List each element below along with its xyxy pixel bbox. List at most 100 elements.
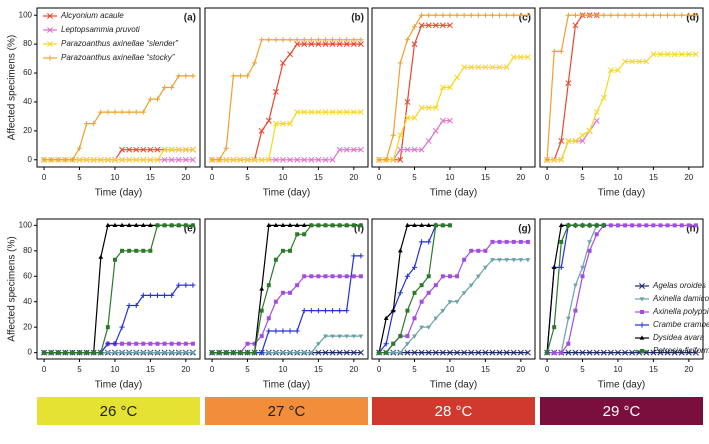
marker — [432, 22, 439, 29]
marker — [301, 41, 308, 48]
legend-label: Petrosia ficiformis — [653, 346, 709, 355]
series-line — [44, 224, 193, 354]
plot-area — [539, 218, 704, 360]
marker — [223, 145, 229, 151]
legend-label: Crambe crambe — [653, 320, 709, 329]
marker — [496, 64, 503, 71]
marker — [637, 223, 642, 228]
marker — [439, 117, 446, 124]
marker — [351, 334, 357, 339]
marker — [350, 109, 357, 116]
marker — [397, 146, 404, 153]
marker — [622, 12, 628, 18]
marker — [343, 109, 350, 116]
marker — [147, 156, 154, 163]
x-tick-label: 5 — [77, 365, 82, 374]
marker — [461, 291, 467, 296]
panel-label: (e) — [184, 224, 196, 235]
marker — [162, 341, 167, 346]
marker — [496, 349, 503, 356]
series-line — [379, 259, 528, 354]
marker — [425, 22, 432, 29]
marker — [525, 239, 530, 244]
legend-marker — [47, 27, 53, 33]
temperature-bar — [205, 397, 368, 425]
marker — [337, 223, 342, 228]
x-axis-label: Time (day) — [430, 188, 477, 199]
marker — [133, 156, 140, 163]
marker — [418, 349, 425, 356]
marker — [552, 325, 557, 330]
marker — [302, 274, 307, 279]
marker — [343, 146, 350, 153]
x-tick-label: 15 — [481, 173, 490, 182]
marker — [418, 22, 425, 29]
marker — [315, 41, 322, 48]
marker — [230, 156, 237, 163]
marker — [97, 156, 104, 163]
marker — [133, 109, 139, 115]
plot-area — [539, 7, 704, 168]
marker — [126, 156, 133, 163]
marker — [383, 341, 389, 347]
marker — [280, 156, 286, 163]
marker — [309, 274, 314, 279]
marker — [316, 274, 321, 279]
marker — [162, 351, 167, 356]
marker — [572, 349, 579, 356]
marker — [112, 351, 118, 356]
marker — [258, 156, 265, 163]
marker — [411, 41, 418, 48]
marker — [176, 282, 182, 288]
marker — [112, 341, 118, 347]
marker — [475, 12, 481, 18]
marker — [301, 351, 307, 356]
marker — [161, 146, 168, 153]
series-line — [212, 39, 361, 161]
marker — [404, 99, 411, 105]
marker — [404, 146, 411, 153]
marker — [287, 51, 293, 58]
marker — [622, 349, 628, 356]
marker — [419, 12, 425, 18]
x-tick-label: 15 — [146, 365, 155, 374]
marker — [336, 146, 343, 153]
marker — [425, 104, 432, 111]
marker — [629, 12, 635, 18]
marker — [358, 37, 364, 43]
marker — [566, 341, 571, 346]
marker — [258, 127, 265, 134]
marker — [412, 334, 417, 339]
temperature-label: 28 °C — [435, 403, 473, 420]
marker — [405, 334, 410, 339]
legend-label: Dysidea avara — [653, 333, 705, 342]
series-line — [212, 224, 361, 354]
marker — [572, 138, 579, 144]
marker — [294, 222, 300, 227]
marker — [176, 341, 181, 346]
marker — [337, 274, 342, 279]
marker — [294, 156, 301, 163]
marker — [315, 109, 322, 116]
marker — [134, 248, 139, 253]
marker — [315, 37, 321, 43]
marker — [140, 109, 146, 115]
marker — [259, 334, 264, 339]
marker — [141, 248, 146, 253]
series — [42, 223, 195, 355]
marker — [565, 80, 572, 87]
marker — [447, 300, 453, 305]
marker — [308, 351, 314, 356]
x-axis-label: Time (day) — [263, 380, 310, 391]
marker — [294, 37, 300, 43]
marker — [518, 239, 523, 244]
x-tick-label: 10 — [279, 173, 288, 182]
marker — [238, 350, 243, 355]
marker — [182, 146, 189, 153]
marker — [119, 146, 125, 153]
marker — [454, 12, 460, 18]
marker — [176, 223, 181, 228]
marker — [419, 239, 425, 245]
marker — [489, 64, 496, 71]
marker — [432, 349, 439, 356]
